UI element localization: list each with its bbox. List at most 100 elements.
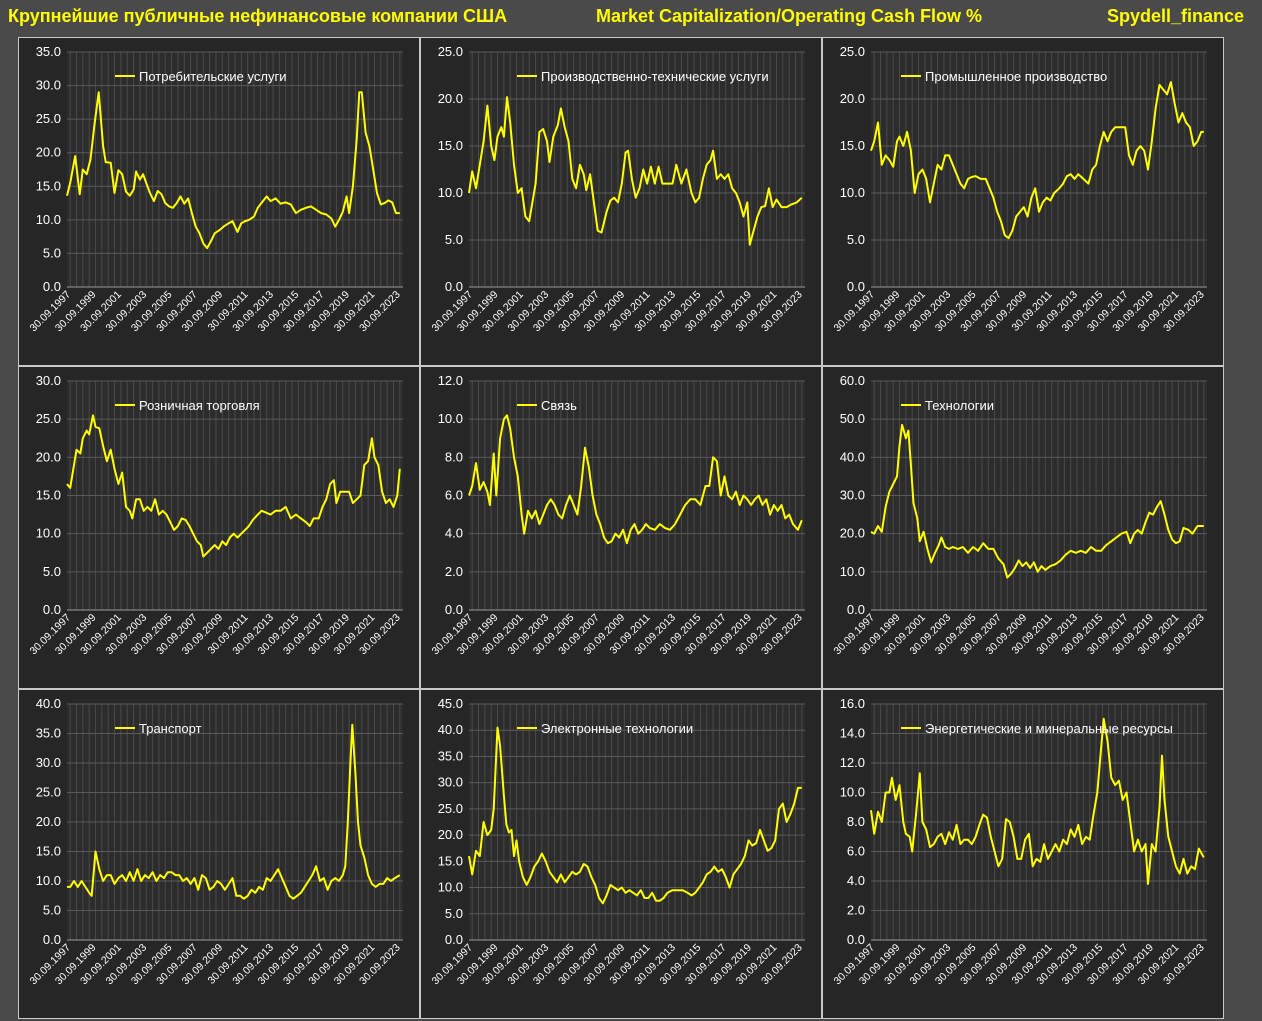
series-line xyxy=(468,96,803,246)
y-tick-label: 35.0 xyxy=(36,726,61,741)
series-line xyxy=(870,717,1205,885)
y-tick-label: 25.0 xyxy=(438,44,463,59)
chart-svg: 0.05.010.015.020.025.030.035.040.045.030… xyxy=(429,696,805,987)
y-tick-label: 15.0 xyxy=(438,853,463,868)
y-tick-label: 25.0 xyxy=(438,801,463,816)
y-tick-label: 0.0 xyxy=(445,602,463,617)
y-tick-label: 4.0 xyxy=(445,526,463,541)
y-tick-label: 15.0 xyxy=(36,844,61,859)
y-tick-label: 35.0 xyxy=(438,748,463,763)
y-tick-label: 5.0 xyxy=(445,232,463,247)
series-line xyxy=(67,723,401,900)
series-line xyxy=(66,91,400,250)
y-tick-label: 50.0 xyxy=(840,411,865,426)
y-tick-label: 5.0 xyxy=(43,245,61,260)
y-tick-label: 5.0 xyxy=(43,903,61,918)
legend-label: Технологии xyxy=(925,398,994,413)
y-tick-label: 35.0 xyxy=(36,44,61,59)
vertical-gridlines xyxy=(471,704,803,940)
y-tick-label: 12.0 xyxy=(840,755,865,770)
y-tick-label: 30.0 xyxy=(36,755,61,770)
legend-label: Связь xyxy=(541,398,577,413)
y-tick-label: 10.0 xyxy=(840,564,865,579)
y-tick-label: 40.0 xyxy=(840,449,865,464)
y-tick-label: 8.0 xyxy=(847,814,865,829)
y-tick-label: 60.0 xyxy=(840,373,865,388)
chart-panel-1: 0.0 5.0 10.0 15.0 20.0 25.0 30.0 35.0 30.09.1997… xyxy=(18,37,420,366)
y-tick-label: 2.0 xyxy=(847,903,865,918)
y-tick-label: 20.0 xyxy=(36,145,61,160)
source-credit: Spydell_finance xyxy=(1106,6,1244,26)
y-tick-label: 0.0 xyxy=(847,602,865,617)
legend-label: Розничная торговля xyxy=(139,398,260,413)
y-tick-label: 15.0 xyxy=(36,178,61,193)
chart-panel-9: 0.0 2.0 4.0 6.0 8.0 10.0 12.0 14.0 16.0 30.09.199… xyxy=(822,689,1224,1019)
y-tick-label: 12.0 xyxy=(438,373,463,388)
y-tick-label: 25.0 xyxy=(840,44,865,59)
y-tick-label: 10.0 xyxy=(36,212,61,227)
chart-svg: 0.010.020.030.040.050.060.030.09.199730.… xyxy=(831,373,1207,657)
y-tick-label: 30.0 xyxy=(36,78,61,93)
y-tick-label: 10.0 xyxy=(438,411,463,426)
chart-panel-5: 0.0 2.0 4.0 6.0 8.0 10.0 12.0 30.09.1997 30.09.1… xyxy=(420,366,822,689)
legend-label: Производственно-технические услуги xyxy=(541,69,769,84)
y-tick-label: 10.0 xyxy=(36,873,61,888)
series-line xyxy=(468,726,802,905)
y-tick-label: 15.0 xyxy=(438,138,463,153)
y-tick-label: 6.0 xyxy=(445,488,463,503)
y-tick-label: 10.0 xyxy=(438,880,463,895)
y-tick-label: 20.0 xyxy=(840,91,865,106)
y-tick-label: 40.0 xyxy=(36,696,61,711)
y-tick-label: 5.0 xyxy=(847,232,865,247)
chart-panel-4: 0.0 5.0 10.0 15.0 20.0 25.0 30.0 30.09.1997 30.0… xyxy=(18,366,420,689)
y-tick-label: 4.0 xyxy=(847,873,865,888)
chart-svg: 0.02.04.06.08.010.012.014.016.030.09.199… xyxy=(831,696,1207,987)
series-line xyxy=(870,423,1204,579)
y-tick-label: 30.0 xyxy=(840,488,865,503)
header: Крупнейшие публичные нефинансовые компан… xyxy=(0,0,1262,36)
y-tick-label: 6.0 xyxy=(847,844,865,859)
series-line xyxy=(66,414,401,558)
chart-svg: 0.02.04.06.08.010.012.030.09.199730.09.1… xyxy=(429,373,805,657)
y-tick-label: 20.0 xyxy=(36,814,61,829)
y-tick-label: 0.0 xyxy=(847,279,865,294)
y-tick-label: 10.0 xyxy=(438,185,463,200)
y-tick-label: 45.0 xyxy=(438,696,463,711)
y-tick-label: 15.0 xyxy=(36,488,61,503)
chart-panel-3: 0.0 5.0 10.0 15.0 20.0 25.0 30.09.1997 30.09.19… xyxy=(822,37,1224,366)
y-tick-label: 20.0 xyxy=(36,449,61,464)
legend-label: Электронные технологии xyxy=(541,721,693,736)
chart-svg: 0.05.010.015.020.025.030.09.199730.09.19… xyxy=(429,44,805,334)
y-tick-label: 40.0 xyxy=(438,722,463,737)
y-tick-label: 0.0 xyxy=(43,279,61,294)
y-tick-label: 0.0 xyxy=(847,932,865,947)
legend-label: Потребительские услуги xyxy=(139,69,286,84)
y-tick-label: 8.0 xyxy=(445,449,463,464)
y-tick-label: 16.0 xyxy=(840,696,865,711)
y-tick-label: 10.0 xyxy=(840,785,865,800)
y-tick-label: 0.0 xyxy=(43,602,61,617)
chart-panel-2: 0.0 5.0 10.0 15.0 20.0 25.0 30.09.1997 30.09.19… xyxy=(420,37,822,366)
vertical-gridlines xyxy=(69,52,401,287)
vertical-gridlines xyxy=(873,52,1205,287)
y-tick-label: 5.0 xyxy=(43,564,61,579)
y-tick-label: 0.0 xyxy=(445,932,463,947)
series-line xyxy=(870,81,1204,240)
chart-metric-title: Market Capitalization/Operating Cash Flo… xyxy=(596,6,983,26)
y-tick-label: 10.0 xyxy=(840,185,865,200)
y-tick-label: 30.0 xyxy=(438,775,463,790)
y-tick-label: 20.0 xyxy=(840,526,865,541)
chart-panel-7: 0.0 5.0 10.0 15.0 20.0 25.0 30.0 35.0 40.0 30.09.… xyxy=(18,689,420,1019)
y-tick-label: 30.0 xyxy=(36,373,61,388)
series-line xyxy=(468,414,803,545)
legend-label: Промышленное производство xyxy=(925,69,1107,84)
chart-panel-6: 0.0 10.0 20.0 30.0 40.0 50.0 60.0 30.09.1997 30.… xyxy=(822,366,1224,689)
chart-svg: 0.05.010.015.020.025.030.035.040.030.09.… xyxy=(27,696,403,987)
chart-svg: 0.05.010.015.020.025.030.035.030.09.1997… xyxy=(27,44,403,334)
y-tick-label: 25.0 xyxy=(36,111,61,126)
y-tick-label: 0.0 xyxy=(43,932,61,947)
legend-label: Транспорт xyxy=(139,721,202,736)
y-tick-label: 25.0 xyxy=(36,411,61,426)
y-tick-label: 10.0 xyxy=(36,526,61,541)
y-tick-label: 20.0 xyxy=(438,91,463,106)
